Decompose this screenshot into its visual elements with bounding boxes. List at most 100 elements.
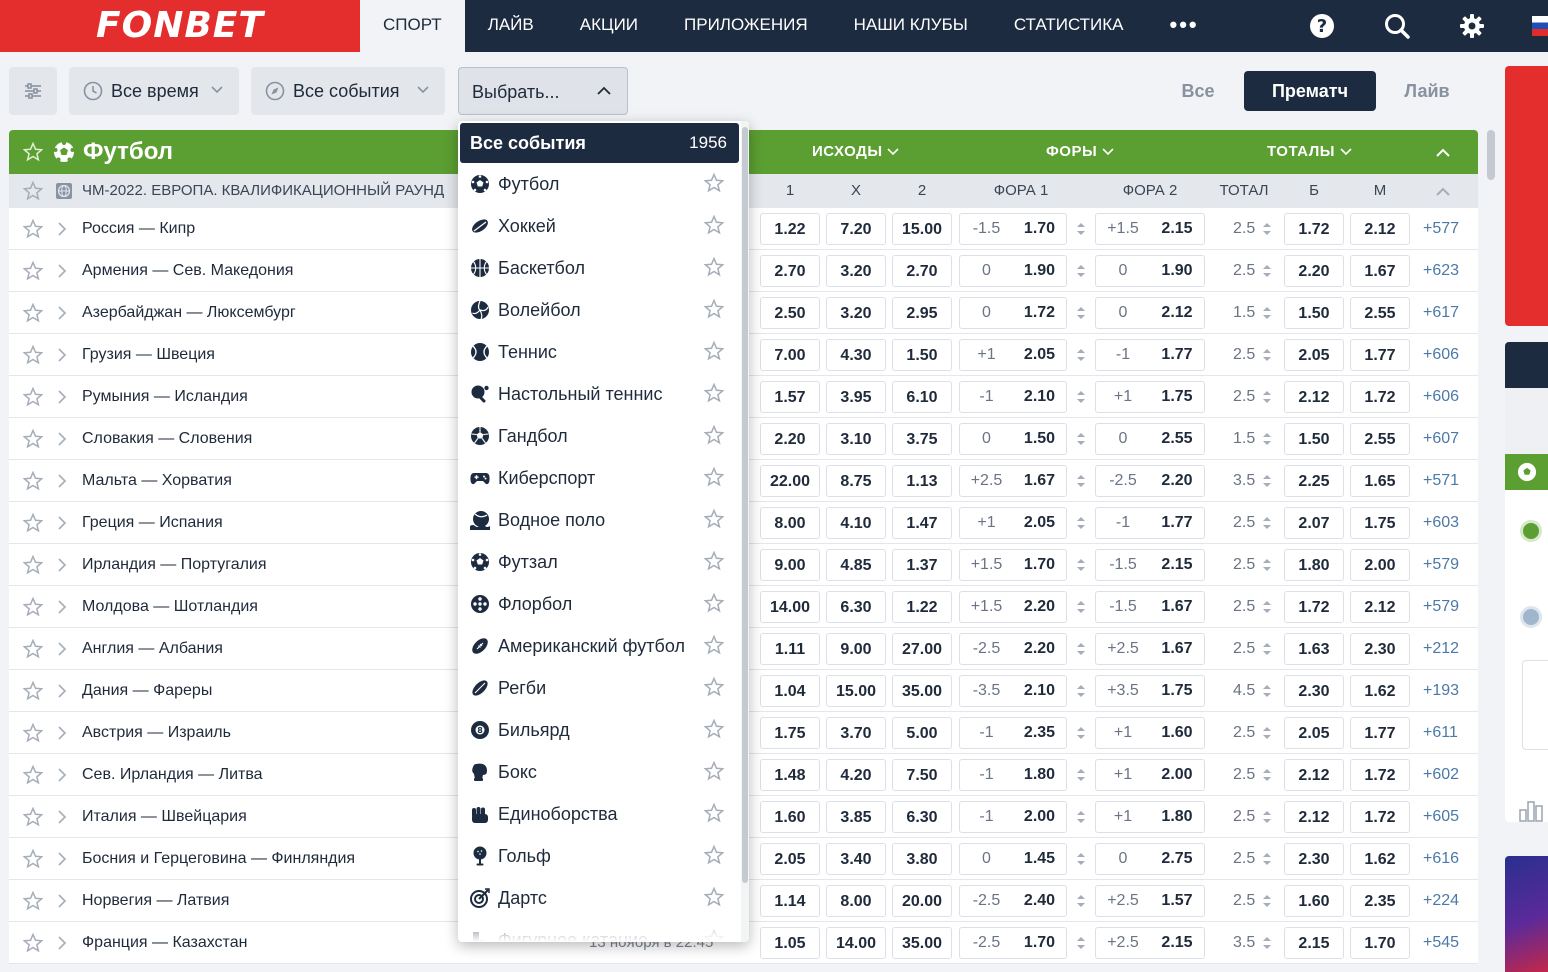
favorite-star-icon[interactable] [22, 470, 44, 496]
match-name[interactable]: Словакия — Словения [82, 430, 253, 447]
more-markets-link[interactable]: +193 [1423, 682, 1460, 699]
odds-x[interactable]: 3.20 [826, 297, 886, 329]
odds-1[interactable]: 1.11 [760, 633, 820, 665]
odds-over[interactable]: 2.30 [1284, 843, 1344, 875]
chevron-right-icon[interactable] [57, 642, 67, 661]
odds-over[interactable]: 1.63 [1284, 633, 1344, 665]
total-switch-icon[interactable] [1262, 767, 1272, 783]
more-markets-link[interactable]: +605 [1423, 808, 1460, 825]
handicap-1-switch-icon[interactable] [1076, 347, 1086, 363]
favorite-star-icon[interactable] [22, 386, 44, 412]
odds-under[interactable]: 1.70 [1350, 927, 1410, 959]
odds-under[interactable]: 1.72 [1350, 801, 1410, 833]
handicap-1-switch-icon[interactable] [1076, 305, 1086, 321]
odds-1[interactable]: 1.14 [760, 885, 820, 917]
handicap-2-cell[interactable]: -1 1.77 [1095, 339, 1205, 371]
odds-1[interactable]: 1.04 [760, 675, 820, 707]
dropdown-sport-item[interactable]: Волейбол [458, 289, 741, 331]
more-markets-link[interactable]: +212 [1423, 640, 1460, 657]
sport-select-dropdown[interactable]: Выбрать... [458, 67, 628, 115]
odds-x[interactable]: 3.40 [826, 843, 886, 875]
odds-under[interactable]: 2.12 [1350, 213, 1410, 245]
odds-1[interactable]: 2.05 [760, 843, 820, 875]
favorite-star-icon[interactable] [703, 256, 725, 282]
favorite-star-icon[interactable] [703, 340, 725, 366]
odds-over[interactable]: 2.30 [1284, 675, 1344, 707]
odds-x[interactable]: 3.70 [826, 717, 886, 749]
odds-under[interactable]: 1.62 [1350, 675, 1410, 707]
total-switch-icon[interactable] [1262, 515, 1272, 531]
handicap-2-cell[interactable]: -1.5 2.15 [1095, 549, 1205, 581]
odds-over[interactable]: 1.72 [1284, 591, 1344, 623]
handicap-1-cell[interactable]: -1 1.80 [959, 759, 1067, 791]
odds-under[interactable]: 1.75 [1350, 507, 1410, 539]
filter-settings-button[interactable] [9, 67, 57, 115]
handicap-1-cell[interactable]: 0 1.90 [959, 255, 1067, 287]
match-name[interactable]: Англия — Албания [82, 640, 223, 657]
favorite-star-icon[interactable] [703, 676, 725, 702]
odds-2[interactable]: 7.50 [892, 759, 952, 791]
collapse-chevron-up-icon[interactable] [1435, 186, 1451, 196]
match-name[interactable]: Австрия — Израиль [82, 724, 231, 741]
odds-under[interactable]: 1.77 [1350, 339, 1410, 371]
total-switch-icon[interactable] [1262, 305, 1272, 321]
chevron-right-icon[interactable] [57, 390, 67, 409]
favorite-star-icon[interactable] [22, 848, 44, 874]
chevron-right-icon[interactable] [57, 936, 67, 955]
odds-x[interactable]: 3.85 [826, 801, 886, 833]
dropdown-sport-item[interactable]: Водное поло [458, 499, 741, 541]
total-switch-icon[interactable] [1262, 599, 1272, 615]
more-markets-link[interactable]: +611 [1423, 724, 1458, 741]
nav-live[interactable]: ЛАЙВ [487, 15, 534, 34]
favorite-star-icon[interactable] [703, 886, 725, 912]
dropdown-scroll-thumb[interactable] [742, 127, 748, 883]
chevron-right-icon[interactable] [57, 852, 67, 871]
odds-2[interactable]: 20.00 [892, 885, 952, 917]
dropdown-sport-item[interactable]: Киберспорт [458, 457, 741, 499]
handicap-1-cell[interactable]: -2.5 2.40 [959, 885, 1067, 917]
odds-1[interactable]: 14.00 [760, 591, 820, 623]
odds-under[interactable]: 1.65 [1350, 465, 1410, 497]
bottom-promo-banner[interactable] [1505, 856, 1548, 972]
odds-under[interactable]: 1.77 [1350, 717, 1410, 749]
odds-2[interactable]: 1.47 [892, 507, 952, 539]
odds-over[interactable]: 2.15 [1284, 927, 1344, 959]
dropdown-sport-item[interactable]: Настольный теннис [458, 373, 741, 415]
match-name[interactable]: Италия — Швейцария [82, 808, 247, 825]
favorite-star-icon[interactable] [22, 596, 44, 622]
chevron-right-icon[interactable] [57, 222, 67, 241]
favorite-star-icon[interactable] [703, 718, 725, 744]
handicap-1-switch-icon[interactable] [1076, 767, 1086, 783]
total-switch-icon[interactable] [1262, 851, 1272, 867]
chevron-right-icon[interactable] [57, 810, 67, 829]
favorite-star-icon[interactable] [22, 806, 44, 832]
handicap-2-cell[interactable]: +1 1.75 [1095, 381, 1205, 413]
chevron-right-icon[interactable] [57, 600, 67, 619]
odds-x[interactable]: 3.20 [826, 255, 886, 287]
handicap-2-cell[interactable]: +2.5 1.67 [1095, 633, 1205, 665]
total-switch-icon[interactable] [1262, 893, 1272, 909]
total-switch-icon[interactable] [1262, 935, 1272, 951]
handicap-1-cell[interactable]: +1 2.05 [959, 339, 1067, 371]
favorite-star-icon[interactable] [22, 512, 44, 538]
odds-1[interactable]: 8.00 [760, 507, 820, 539]
chevron-right-icon[interactable] [57, 684, 67, 703]
favorite-star-icon[interactable] [703, 634, 725, 660]
dropdown-sport-item[interactable]: Хоккей [458, 205, 741, 247]
favorite-star-icon[interactable] [703, 508, 725, 534]
odds-over[interactable]: 2.20 [1284, 255, 1344, 287]
star-icon[interactable] [23, 142, 43, 162]
chevron-right-icon[interactable] [57, 894, 67, 913]
handicap-2-cell[interactable]: 0 2.75 [1095, 843, 1205, 875]
odds-over[interactable]: 2.05 [1284, 717, 1344, 749]
dropdown-sport-item[interactable]: Регби [458, 667, 741, 709]
odds-1[interactable]: 22.00 [760, 465, 820, 497]
handicap-1-switch-icon[interactable] [1076, 557, 1086, 573]
handicap-1-switch-icon[interactable] [1076, 515, 1086, 531]
odds-1[interactable]: 2.50 [760, 297, 820, 329]
chevron-right-icon[interactable] [57, 726, 67, 745]
more-markets-link[interactable]: +579 [1423, 556, 1460, 573]
handicap-1-switch-icon[interactable] [1076, 851, 1086, 867]
main-scrollbar-thumb[interactable] [1487, 130, 1495, 180]
odds-2[interactable]: 2.70 [892, 255, 952, 287]
